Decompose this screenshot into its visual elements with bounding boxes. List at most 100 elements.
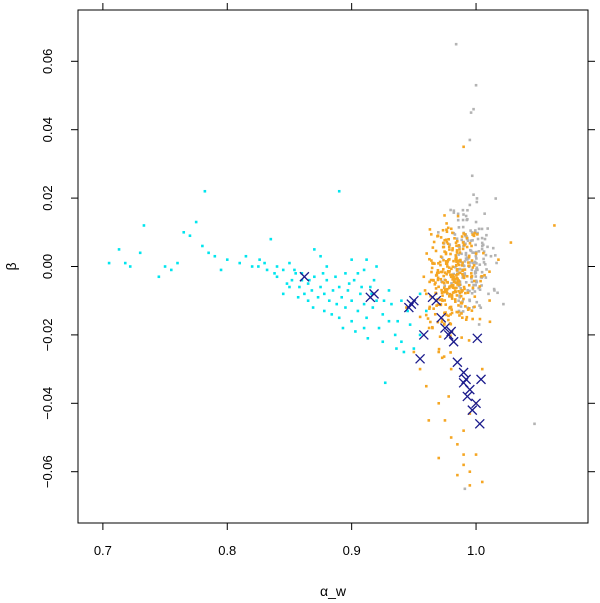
data-point bbox=[434, 291, 437, 295]
data-point bbox=[468, 412, 472, 415]
data-point bbox=[442, 322, 446, 326]
data-point bbox=[470, 244, 473, 248]
data-point bbox=[201, 244, 204, 248]
data-point bbox=[424, 313, 428, 317]
data-point bbox=[449, 208, 452, 212]
y-tick-label: 0.00 bbox=[40, 254, 55, 279]
data-point bbox=[485, 268, 488, 271]
data-point bbox=[470, 259, 474, 262]
x-axis-label: α_w bbox=[320, 583, 347, 599]
data-point bbox=[444, 251, 448, 254]
data-point bbox=[458, 271, 462, 275]
data-point bbox=[354, 330, 357, 333]
data-point bbox=[449, 313, 452, 316]
data-point bbox=[296, 295, 300, 299]
data-point bbox=[464, 291, 467, 295]
data-point bbox=[488, 320, 492, 324]
data-point bbox=[480, 274, 483, 278]
data-point bbox=[480, 270, 484, 274]
data-point bbox=[308, 278, 311, 282]
data-point bbox=[452, 275, 455, 279]
data-point bbox=[475, 300, 479, 304]
data-point bbox=[194, 220, 198, 224]
data-point bbox=[443, 238, 446, 242]
data-point bbox=[436, 320, 440, 324]
data-point bbox=[474, 453, 478, 456]
data-point bbox=[203, 189, 207, 193]
data-point bbox=[303, 292, 306, 296]
data-point bbox=[451, 248, 454, 252]
data-point bbox=[482, 257, 485, 261]
data-point bbox=[474, 243, 477, 247]
data-point bbox=[472, 261, 475, 265]
data-point bbox=[486, 227, 489, 230]
data-point bbox=[457, 299, 460, 302]
data-point bbox=[471, 251, 474, 254]
data-point bbox=[428, 257, 431, 261]
data-point bbox=[470, 268, 474, 272]
data-point bbox=[482, 251, 485, 255]
data-point bbox=[123, 261, 127, 265]
data-point bbox=[383, 381, 387, 385]
data-point bbox=[429, 233, 433, 236]
data-point bbox=[426, 317, 430, 320]
data-point bbox=[457, 263, 461, 267]
cross-point bbox=[472, 333, 483, 344]
data-point bbox=[335, 302, 339, 306]
data-point bbox=[445, 291, 449, 295]
data-point bbox=[400, 299, 403, 302]
data-point bbox=[327, 299, 331, 302]
data-point bbox=[344, 306, 347, 309]
data-point bbox=[470, 277, 473, 280]
data-point bbox=[468, 298, 471, 302]
data-point bbox=[311, 306, 315, 309]
data-point bbox=[460, 238, 464, 242]
data-point bbox=[471, 266, 475, 269]
data-point bbox=[461, 273, 464, 276]
data-point bbox=[453, 298, 457, 301]
data-point bbox=[502, 302, 505, 306]
data-point bbox=[452, 280, 456, 284]
data-point bbox=[449, 436, 453, 439]
data-point bbox=[365, 258, 368, 261]
cross-point bbox=[452, 357, 463, 368]
data-point bbox=[352, 278, 356, 282]
data-point bbox=[461, 289, 464, 292]
data-point bbox=[375, 299, 378, 302]
data-point bbox=[435, 271, 439, 275]
data-point bbox=[429, 278, 433, 282]
data-point bbox=[470, 292, 474, 295]
data-point bbox=[464, 214, 468, 218]
data-point bbox=[453, 236, 456, 240]
data-point bbox=[445, 228, 448, 232]
x-tick-label: 0.8 bbox=[218, 543, 236, 558]
data-point bbox=[437, 285, 440, 289]
data-point bbox=[466, 291, 470, 295]
data-point bbox=[431, 325, 434, 329]
data-point bbox=[461, 261, 464, 264]
data-point bbox=[451, 265, 455, 269]
data-point bbox=[427, 419, 431, 422]
y-tick-label: −0.06 bbox=[40, 455, 55, 488]
cross-point bbox=[458, 367, 469, 378]
data-point bbox=[316, 295, 320, 299]
data-point bbox=[454, 300, 457, 304]
data-point bbox=[450, 295, 454, 299]
data-point bbox=[458, 296, 462, 299]
data-point bbox=[469, 111, 473, 114]
data-point bbox=[387, 289, 391, 292]
data-point bbox=[456, 443, 459, 446]
data-point bbox=[474, 252, 478, 255]
cross-point bbox=[461, 374, 472, 385]
data-point bbox=[465, 234, 468, 238]
data-point bbox=[469, 248, 472, 252]
data-point bbox=[491, 246, 495, 250]
data-point bbox=[437, 350, 441, 354]
cross-point bbox=[408, 295, 419, 306]
data-point bbox=[462, 463, 465, 467]
data-point bbox=[428, 305, 432, 309]
data-point bbox=[432, 240, 436, 244]
data-point bbox=[467, 264, 470, 268]
data-point bbox=[313, 248, 316, 251]
data-point bbox=[290, 278, 294, 282]
